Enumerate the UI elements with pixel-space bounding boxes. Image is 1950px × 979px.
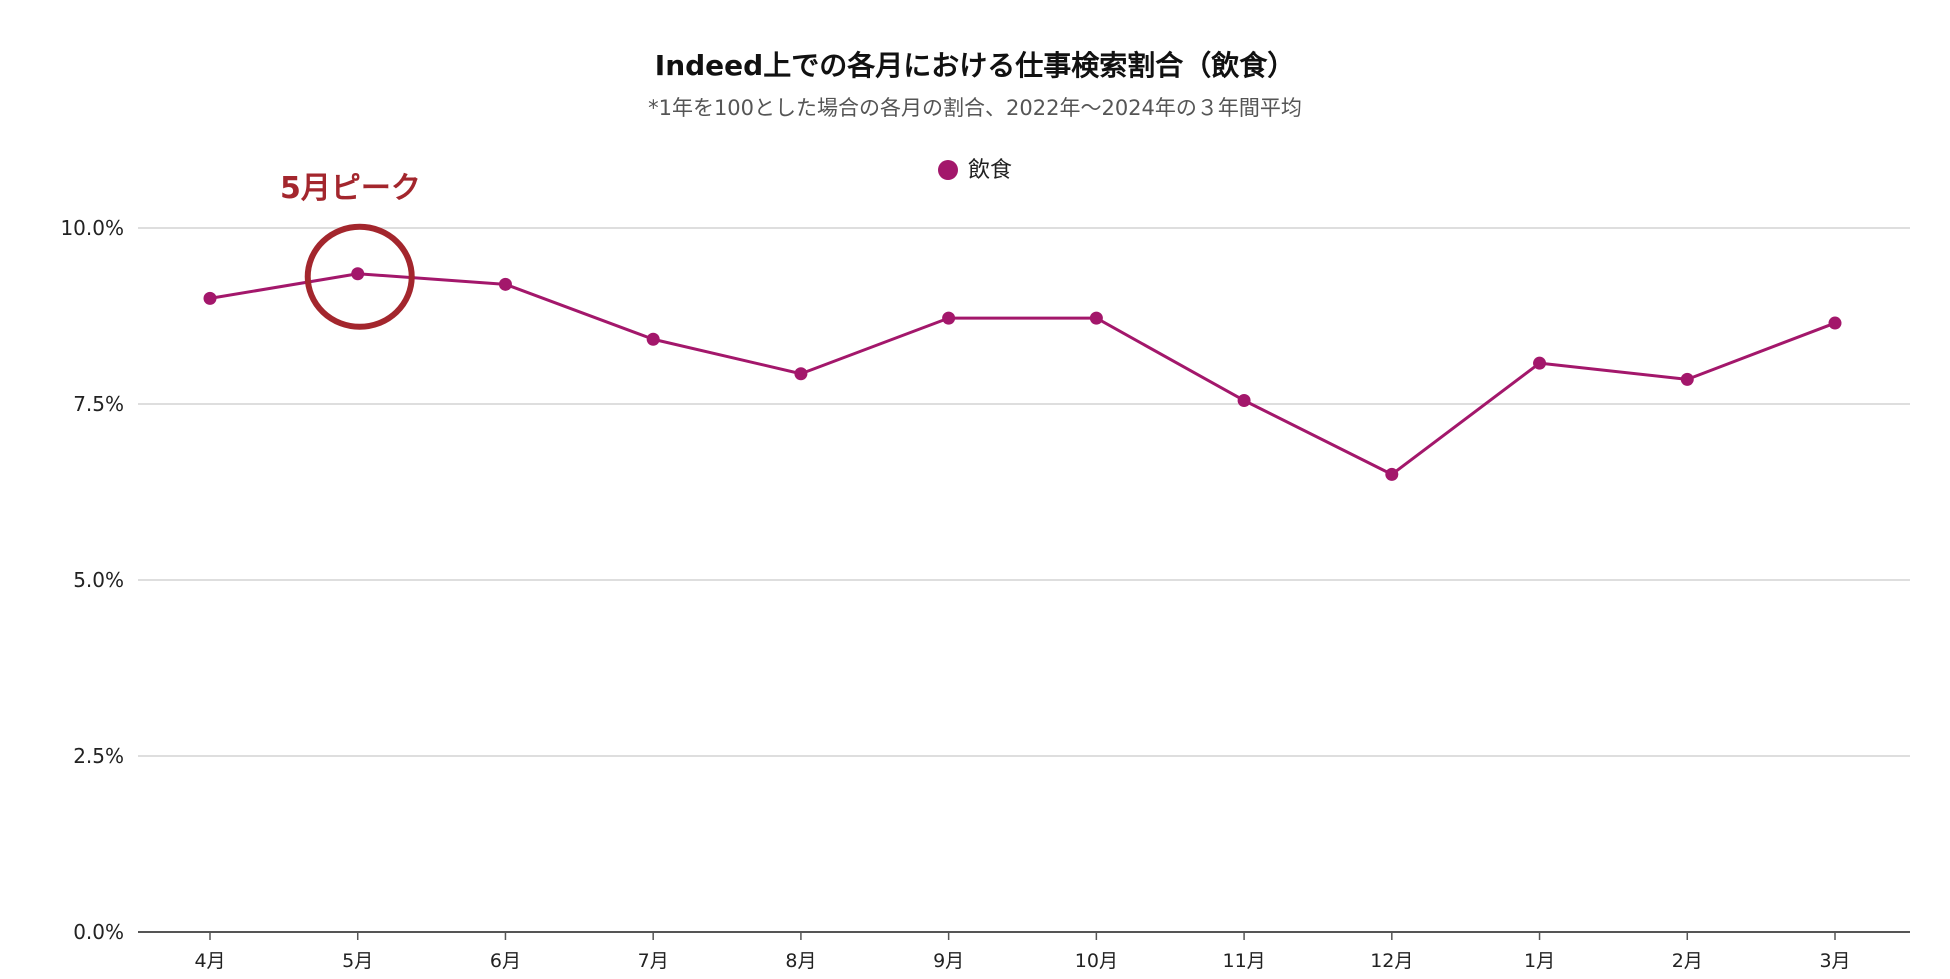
peak-annotation-label: 5月ピーク: [280, 171, 421, 206]
data-point: [498, 277, 512, 291]
y-tick-label: 10.0%: [60, 216, 124, 240]
data-point: [1828, 316, 1842, 330]
x-tick-label: 4月: [194, 950, 225, 972]
y-tick-label: 7.5%: [73, 392, 124, 416]
x-tick-label: 2月: [1672, 950, 1703, 972]
x-tick-label: 8月: [785, 950, 816, 972]
x-tick-label: 7月: [638, 950, 669, 972]
data-point: [203, 291, 217, 305]
series-line: [209, 272, 1836, 476]
x-tick-label: 3月: [1819, 950, 1850, 972]
legend: 飲食: [0, 152, 1950, 184]
y-tick-label: 5.0%: [73, 568, 124, 592]
legend-label: 飲食: [967, 158, 1012, 183]
chart-subtitle: *1年を100とした場合の各月の割合、2022年〜2024年の３年間平均: [648, 96, 1302, 120]
y-tick-label: 2.5%: [73, 744, 124, 768]
x-tick-label: 1月: [1524, 950, 1555, 972]
x-tick-label: 5月: [342, 950, 373, 972]
y-tick-label: 0.0%: [73, 920, 124, 944]
peak-annotation-circle: [304, 223, 415, 330]
x-tick-label: 6月: [490, 950, 521, 972]
data-point: [1385, 467, 1399, 481]
legend-marker: [937, 160, 958, 180]
data-point: [646, 332, 660, 346]
x-tick-label: 12月: [1370, 950, 1413, 972]
x-tick-label: 9月: [933, 950, 964, 972]
data-point: [942, 311, 956, 325]
data-point: [1680, 372, 1694, 386]
x-tick-label: 11月: [1222, 950, 1265, 972]
data-point: [1089, 311, 1103, 325]
data-point: [794, 367, 808, 381]
data-point: [351, 267, 365, 281]
data-point: [1533, 356, 1547, 370]
chart-title: Indeed上での各月における仕事検索割合（飲食）: [654, 49, 1296, 82]
data-point: [1237, 393, 1251, 407]
x-tick-label: 10月: [1075, 950, 1118, 972]
